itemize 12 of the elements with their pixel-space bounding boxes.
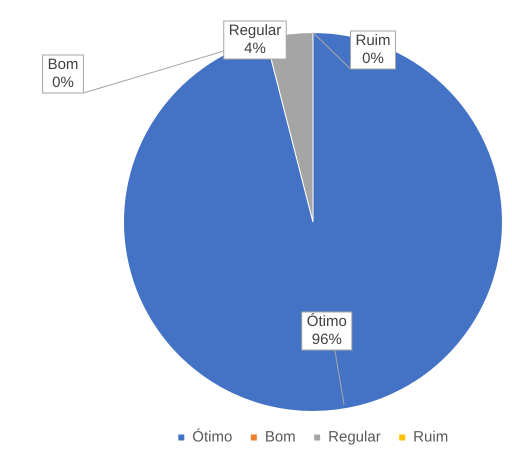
category-label: Ruim [355, 32, 391, 50]
legend-label: Regular [328, 428, 381, 446]
slice-label: Regular [228, 22, 282, 40]
data-label: 96% [312, 331, 342, 348]
legend-label: Ótimo [192, 428, 232, 446]
text: 0% [362, 50, 384, 68]
legend-label: Bom [264, 428, 296, 446]
data-label: 4% [244, 40, 266, 58]
slice-label: Ótimo [306, 312, 347, 330]
category-label: Bom [48, 56, 78, 74]
text: 0% [52, 74, 74, 92]
legend-label: Ruim [413, 428, 448, 446]
